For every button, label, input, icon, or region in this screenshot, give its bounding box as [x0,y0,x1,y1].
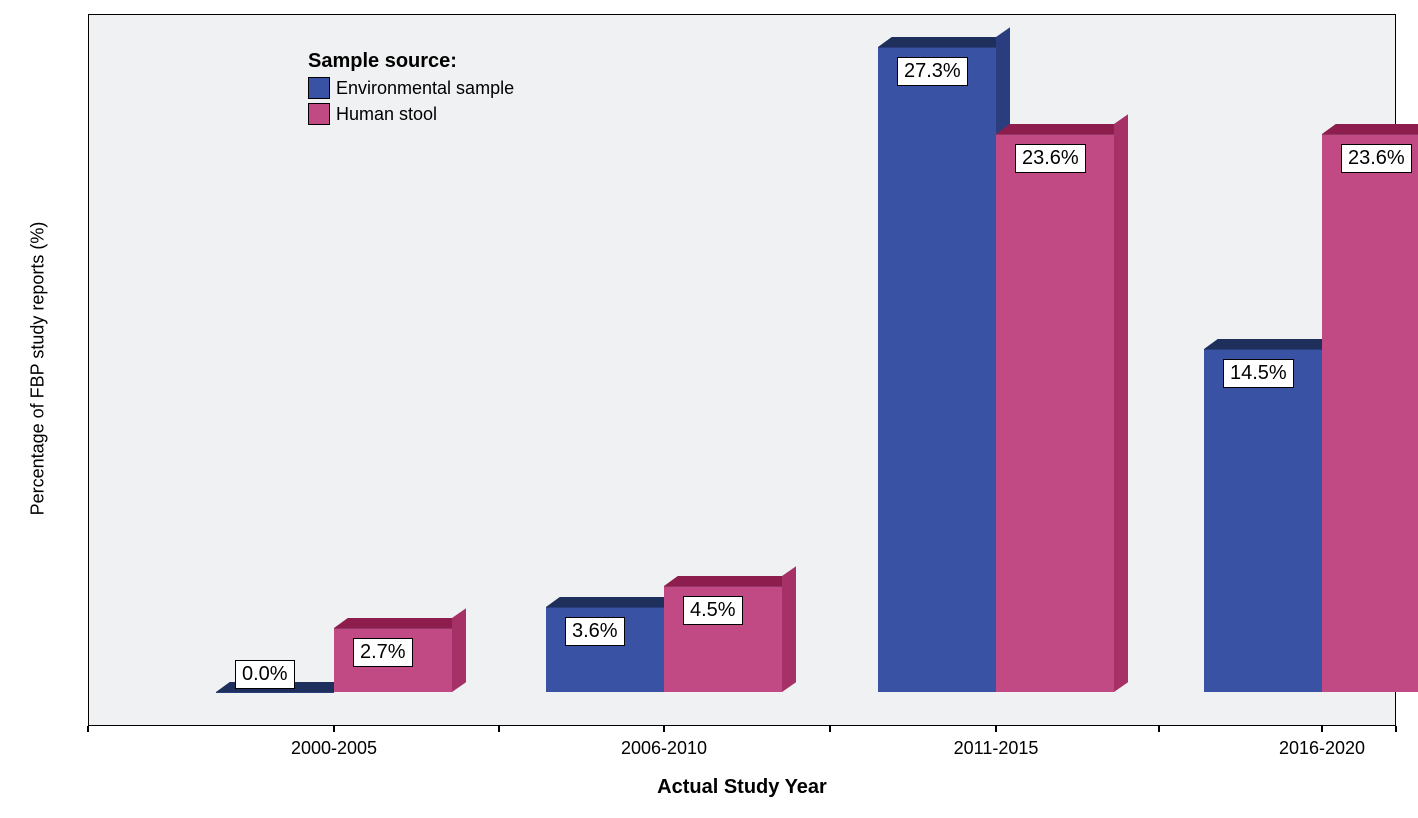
bar-front [1322,134,1418,692]
bar-side [1114,114,1128,692]
x-tick-label: 2016-2020 [1242,738,1402,759]
legend: Sample source: Environmental sample Human… [308,50,514,125]
bar-top [996,124,1128,134]
bar-front [216,692,334,693]
bar-value-label: 3.6% [565,617,625,646]
bar-top [334,618,466,628]
chart-container: Percentage of FBP study reports (%) 0.0%… [0,0,1418,818]
bar-front [878,47,996,692]
x-tick-label: 2000-2005 [254,738,414,759]
x-tick-label: 2011-2015 [916,738,1076,759]
x-boundary-tick [87,726,89,732]
y-axis-label: Percentage of FBP study reports (%) [28,69,49,669]
x-tick-label: 2006-2010 [584,738,744,759]
bar-value-label: 23.6% [1015,144,1086,173]
legend-title: Sample source: [308,50,514,73]
x-tick [663,726,665,732]
x-boundary-tick [829,726,831,732]
legend-label: Human stool [336,104,437,125]
bar-front [1204,349,1322,692]
x-axis-label: Actual Study Year [88,776,1396,799]
bar-value-label: 27.3% [897,57,968,86]
bar-top [1322,124,1418,134]
bar-value-label: 23.6% [1341,144,1412,173]
bar-value-label: 0.0% [235,660,295,689]
legend-swatch [308,103,330,125]
bar-front [996,134,1114,692]
x-boundary-tick [1158,726,1160,732]
bar-value-label: 4.5% [683,596,743,625]
legend-item: Human stool [308,103,514,125]
x-tick [995,726,997,732]
bar-top [1204,339,1336,349]
bar-side [452,608,466,692]
bar-side [782,566,796,692]
x-boundary-tick [498,726,500,732]
x-boundary-tick [1395,726,1397,732]
legend-swatch [308,77,330,99]
legend-item: Environmental sample [308,77,514,99]
legend-label: Environmental sample [336,78,514,99]
bar-value-label: 14.5% [1223,359,1294,388]
x-tick [333,726,335,732]
bar-value-label: 2.7% [353,638,413,667]
bar-top [664,576,796,586]
bar-top [878,37,1010,47]
bar-top [546,597,678,607]
x-tick [1321,726,1323,732]
